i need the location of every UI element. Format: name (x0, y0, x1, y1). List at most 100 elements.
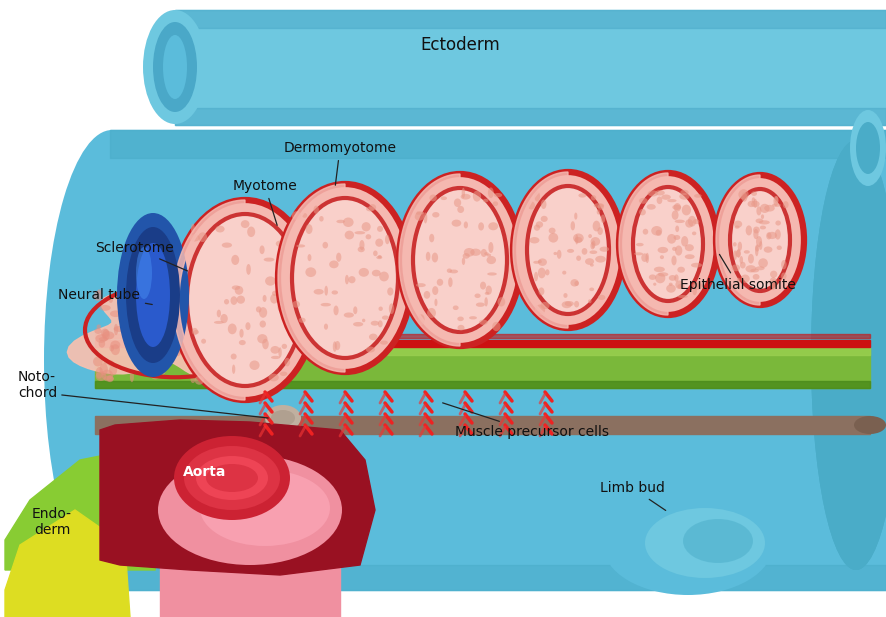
Ellipse shape (674, 220, 685, 223)
Ellipse shape (636, 243, 644, 246)
Ellipse shape (239, 340, 245, 345)
Ellipse shape (493, 322, 501, 331)
Ellipse shape (178, 349, 187, 355)
Ellipse shape (389, 304, 394, 314)
Ellipse shape (289, 251, 299, 257)
Ellipse shape (730, 189, 790, 291)
Ellipse shape (588, 234, 592, 238)
Ellipse shape (539, 288, 544, 296)
Ellipse shape (150, 339, 159, 347)
Ellipse shape (235, 300, 242, 310)
Ellipse shape (192, 328, 198, 335)
Ellipse shape (758, 220, 770, 225)
Ellipse shape (277, 278, 283, 284)
Text: Myotome: Myotome (233, 179, 298, 225)
Ellipse shape (143, 10, 207, 124)
Ellipse shape (217, 294, 228, 303)
Text: Aorta: Aorta (183, 465, 227, 479)
Ellipse shape (494, 193, 502, 197)
Ellipse shape (579, 193, 587, 197)
Ellipse shape (673, 203, 681, 212)
Ellipse shape (151, 284, 160, 292)
Ellipse shape (746, 225, 752, 236)
Ellipse shape (262, 295, 267, 302)
Ellipse shape (199, 316, 211, 321)
Text: Limb bud: Limb bud (600, 481, 665, 510)
Ellipse shape (132, 342, 143, 350)
Ellipse shape (223, 280, 234, 286)
Ellipse shape (229, 340, 235, 344)
Ellipse shape (734, 221, 742, 228)
Ellipse shape (241, 220, 250, 228)
Ellipse shape (432, 286, 439, 295)
Ellipse shape (581, 248, 587, 255)
Ellipse shape (119, 290, 123, 301)
Ellipse shape (649, 275, 657, 280)
Ellipse shape (856, 122, 880, 174)
Ellipse shape (753, 199, 758, 208)
Ellipse shape (685, 254, 695, 259)
Ellipse shape (149, 287, 154, 297)
Ellipse shape (185, 282, 194, 288)
Ellipse shape (574, 281, 579, 286)
Ellipse shape (681, 236, 688, 247)
Ellipse shape (306, 224, 313, 234)
Ellipse shape (140, 337, 144, 341)
Ellipse shape (152, 352, 159, 363)
Ellipse shape (362, 318, 365, 322)
Ellipse shape (533, 261, 540, 264)
Ellipse shape (93, 357, 103, 366)
Ellipse shape (574, 237, 582, 243)
Ellipse shape (218, 370, 229, 379)
Ellipse shape (382, 315, 389, 320)
Polygon shape (173, 200, 245, 400)
Ellipse shape (755, 244, 759, 252)
Ellipse shape (129, 285, 136, 291)
Ellipse shape (735, 250, 741, 257)
Ellipse shape (534, 191, 540, 202)
Ellipse shape (678, 284, 685, 289)
Ellipse shape (211, 332, 221, 340)
Polygon shape (95, 381, 870, 388)
Ellipse shape (205, 365, 216, 375)
Ellipse shape (734, 225, 740, 229)
Ellipse shape (694, 194, 702, 198)
Ellipse shape (321, 303, 331, 307)
Ellipse shape (348, 276, 355, 283)
Ellipse shape (657, 247, 668, 253)
Ellipse shape (152, 337, 159, 348)
Ellipse shape (260, 320, 266, 328)
Ellipse shape (488, 188, 494, 198)
Ellipse shape (259, 307, 268, 318)
Ellipse shape (264, 257, 275, 262)
Ellipse shape (194, 299, 204, 305)
Ellipse shape (538, 260, 542, 263)
Ellipse shape (755, 246, 758, 256)
Polygon shape (95, 416, 870, 434)
Ellipse shape (755, 267, 765, 270)
Polygon shape (619, 173, 668, 315)
Ellipse shape (657, 197, 663, 204)
Ellipse shape (732, 264, 740, 271)
Ellipse shape (745, 265, 756, 273)
Ellipse shape (152, 304, 163, 310)
Text: Ectoderm: Ectoderm (420, 36, 500, 54)
Ellipse shape (571, 279, 579, 286)
Ellipse shape (314, 289, 323, 294)
Ellipse shape (113, 326, 126, 332)
Ellipse shape (774, 230, 781, 239)
Ellipse shape (658, 272, 668, 276)
Ellipse shape (276, 272, 280, 281)
Ellipse shape (184, 325, 190, 334)
Ellipse shape (767, 232, 777, 239)
Ellipse shape (166, 354, 171, 363)
Ellipse shape (239, 364, 248, 375)
Ellipse shape (753, 274, 759, 280)
Ellipse shape (781, 273, 787, 280)
Ellipse shape (645, 508, 765, 578)
Ellipse shape (345, 231, 354, 239)
Ellipse shape (475, 294, 480, 298)
Ellipse shape (761, 214, 764, 219)
Ellipse shape (434, 299, 438, 306)
Ellipse shape (655, 273, 665, 283)
